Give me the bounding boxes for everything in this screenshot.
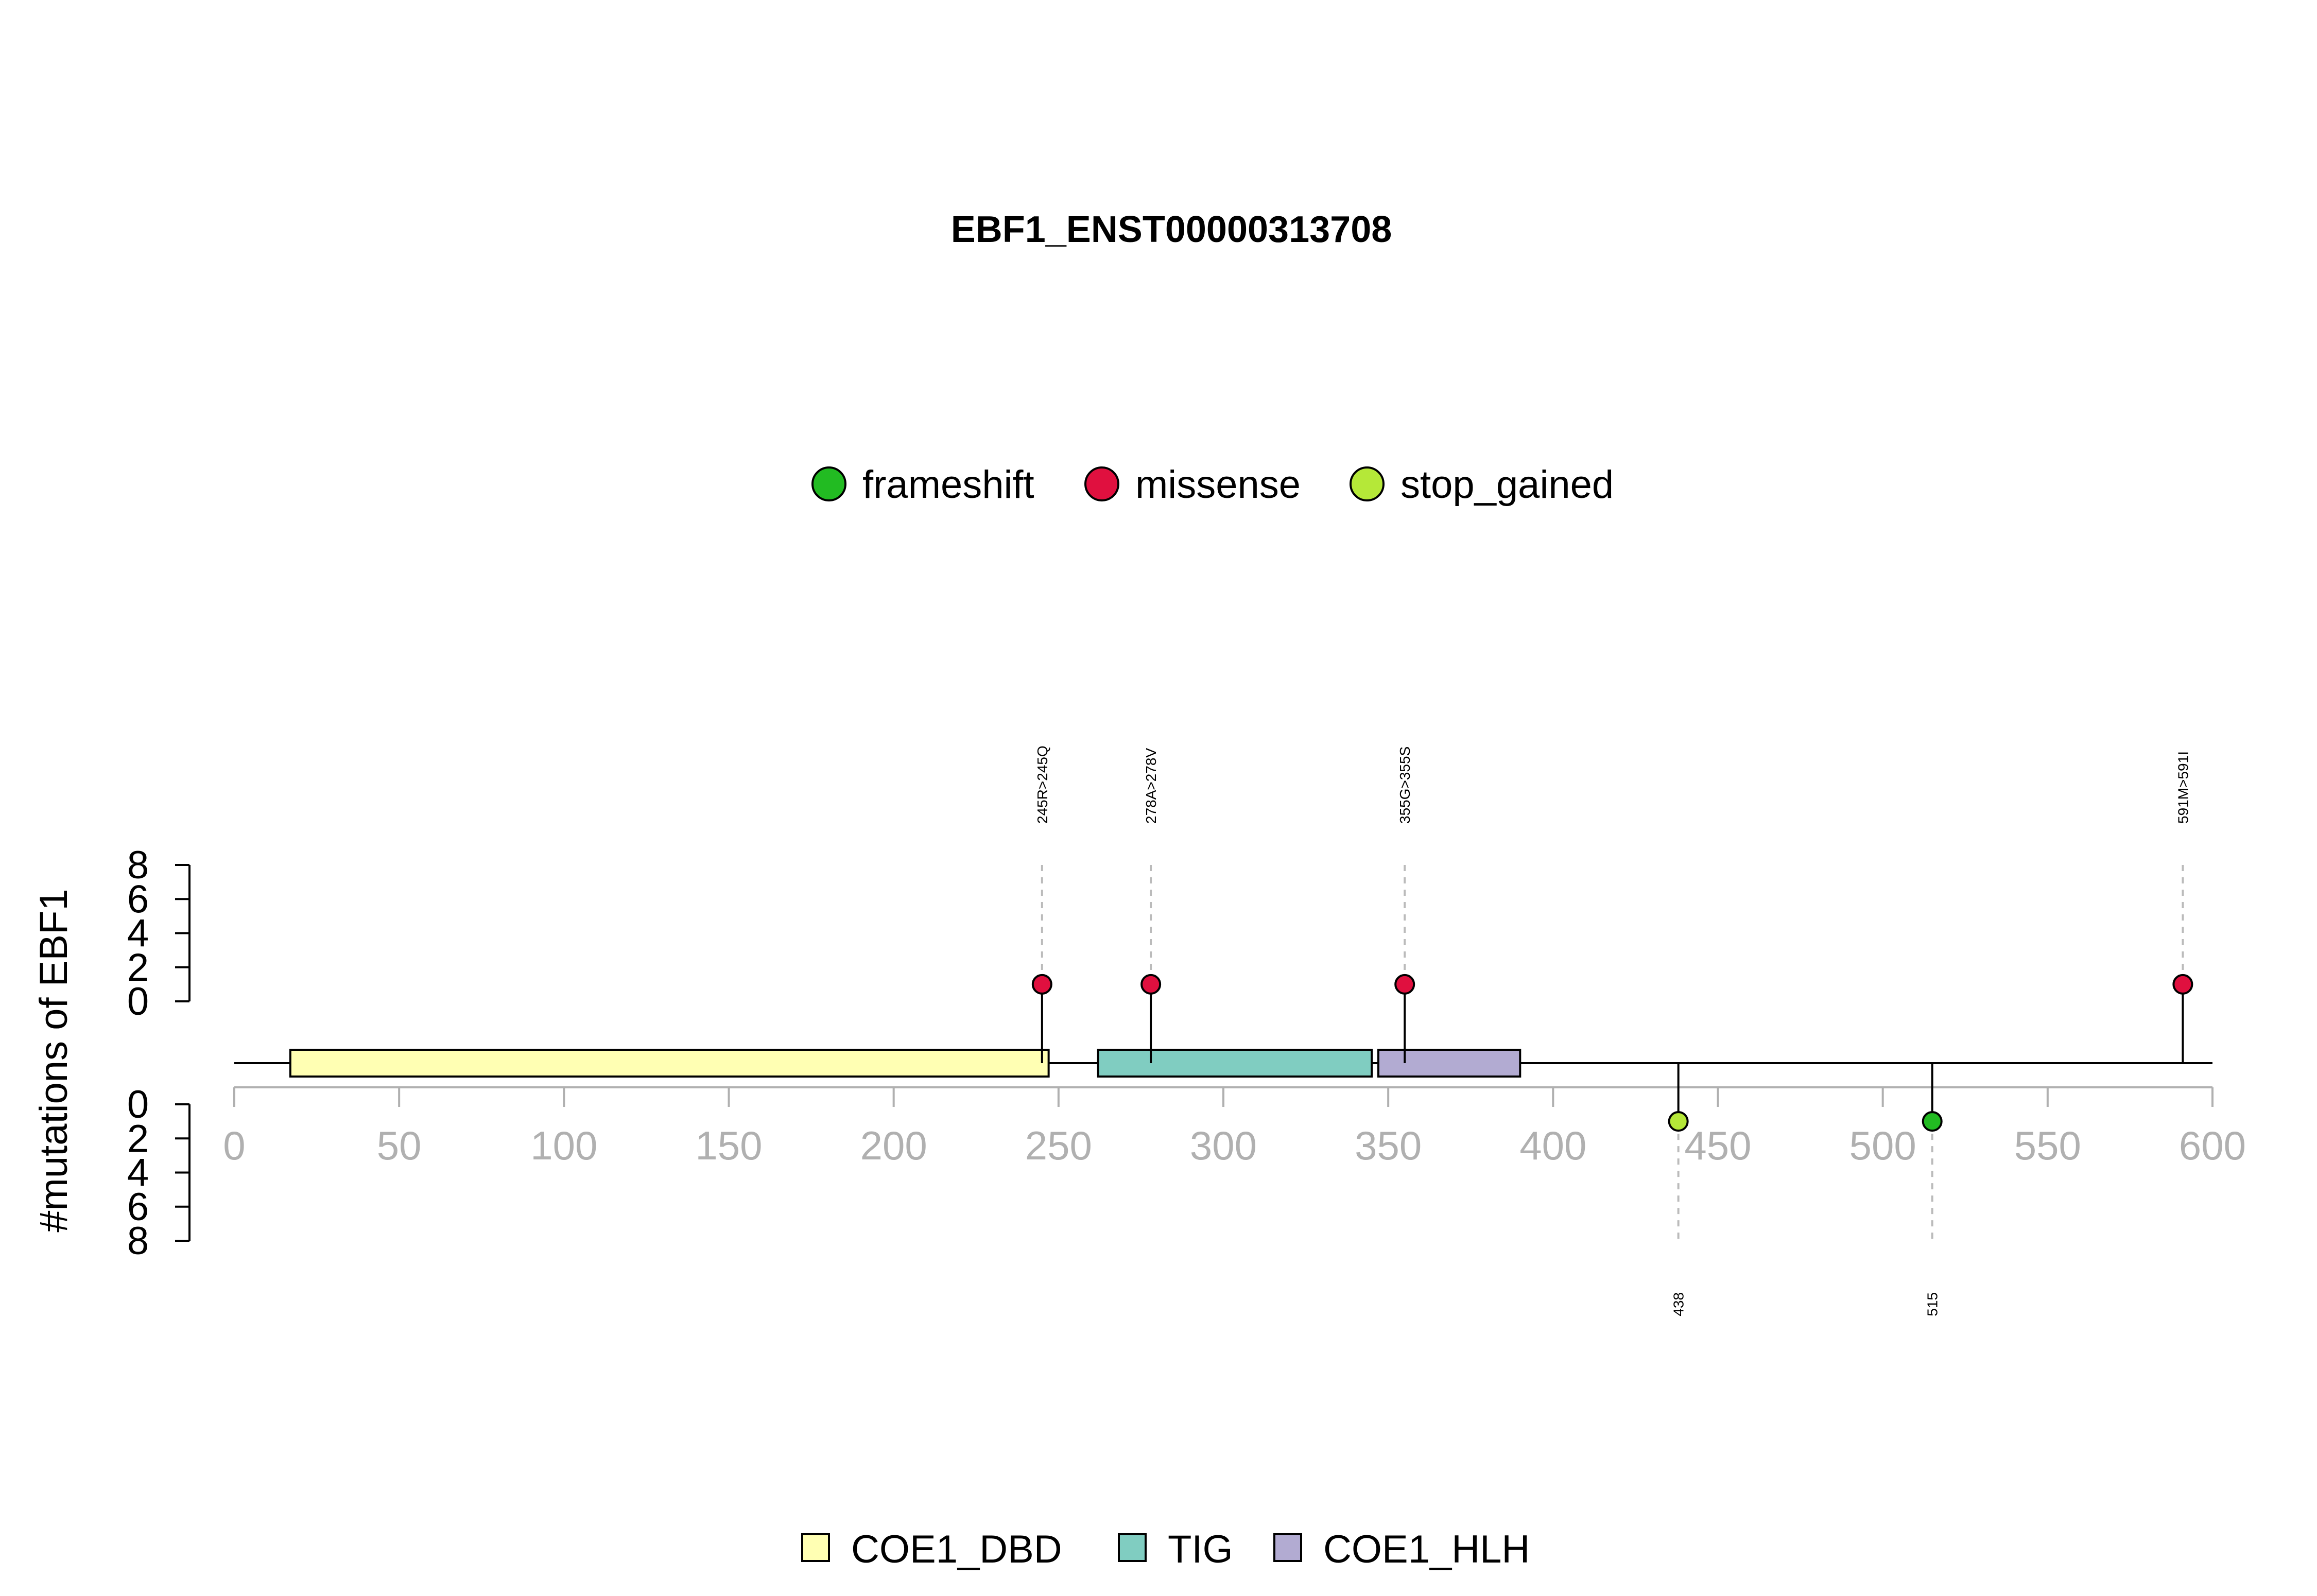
x-tick-label: 250 [1025, 1123, 1092, 1168]
y-tick-label: 0 [127, 980, 149, 1023]
point [1031, 974, 1052, 995]
domain-coe1-hlh [1377, 1049, 1521, 1078]
legend-label: missense [1135, 463, 1301, 507]
protein-domains [289, 1049, 1521, 1078]
y-axis-label: #mutations of EBF1 [32, 889, 76, 1232]
domain-legend-item: TIG [1118, 1528, 1233, 1571]
domain-legend-item: COE1_HLH [1273, 1528, 1530, 1571]
y-tick-label: 4 [127, 1151, 149, 1195]
mutation-legend-item: frameshift [811, 463, 1034, 507]
legend-label: frameshift [862, 463, 1034, 507]
mutation-legend-item: missense [1084, 463, 1301, 507]
x-tick-label: 200 [860, 1123, 927, 1168]
x-tick-label: 350 [1355, 1123, 1422, 1168]
x-tick-label: 300 [1190, 1123, 1257, 1168]
mutation-frameshift: 515 [1922, 1063, 1943, 1316]
mutation-label: 278A>278V [1143, 748, 1159, 824]
x-tick-label: 100 [530, 1123, 597, 1168]
x-tick-label: 0 [223, 1123, 245, 1168]
legend-swatch [801, 1533, 830, 1562]
x-tick-label: 50 [377, 1123, 422, 1168]
mutation-legend-item: stop_gained [1350, 463, 1614, 507]
x-tick-label: 500 [1849, 1123, 1916, 1168]
domain-legend: COE1_DBD TIG COE1_HLH [801, 1528, 1530, 1571]
x-tick-label: 450 [1684, 1123, 1751, 1168]
y-tick-label: 6 [127, 877, 149, 921]
domain-tig [1097, 1049, 1373, 1078]
legend-label: COE1_DBD [851, 1528, 1062, 1571]
y-tick-label: 8 [127, 843, 149, 887]
legend-marker [811, 466, 846, 501]
mutation-label: 355G>355S [1397, 747, 1413, 824]
mutation-stop_gained: 438 [1668, 1063, 1689, 1316]
y-tick-label: 6 [127, 1185, 149, 1229]
point [2172, 974, 2193, 995]
mutation-label: 591M>591I [2175, 751, 2191, 824]
legend-marker [1350, 466, 1385, 501]
mutation-label: 515 [1925, 1292, 1941, 1316]
legend-label: stop_gained [1400, 463, 1614, 507]
mutation-type-legend: frameshift missense stop_gained [811, 463, 1614, 507]
legend-label: COE1_HLH [1323, 1528, 1530, 1571]
domain-coe1-dbd [289, 1049, 1050, 1078]
y-tick-label: 0 [127, 1083, 149, 1126]
y-tick-label: 8 [127, 1219, 149, 1263]
x-axis: 0 50 100 150 200 250 300 350 400 450 500 550 600 [223, 1086, 2246, 1168]
legend-swatch [1273, 1533, 1302, 1562]
y-tick-label: 4 [127, 912, 149, 956]
domain-legend-item: COE1_DBD [801, 1528, 1062, 1571]
legend-label: TIG [1168, 1528, 1233, 1571]
point [1140, 974, 1162, 995]
mutation-missense: 591M>591I [2172, 751, 2193, 1063]
x-tick-label: 150 [695, 1123, 762, 1168]
mutation-label: 245R>245Q [1034, 745, 1050, 824]
legend-marker [1084, 466, 1119, 501]
x-tick-label: 600 [2179, 1123, 2246, 1168]
mutation-lollipops: 245R>245Q 278A>278V 355G>355S 591M>591I 438 5… [1031, 745, 2193, 1316]
mutation-missense: 245R>245Q [1031, 745, 1052, 1063]
x-tick-label: 550 [2014, 1123, 2081, 1168]
point [1668, 1111, 1689, 1132]
point [1394, 974, 1415, 995]
y-tick-label: 2 [127, 1117, 149, 1160]
mutation-missense: 355G>355S [1394, 747, 1415, 1063]
mutation-missense: 278A>278V [1140, 748, 1162, 1063]
mutation-label: 438 [1671, 1292, 1687, 1316]
chart-title: EBF1_ENST00000313708 [951, 209, 1392, 250]
x-tick-label: 400 [1519, 1123, 1586, 1168]
point [1922, 1111, 1943, 1132]
y-tick-label: 2 [127, 946, 149, 990]
legend-swatch [1118, 1533, 1147, 1562]
